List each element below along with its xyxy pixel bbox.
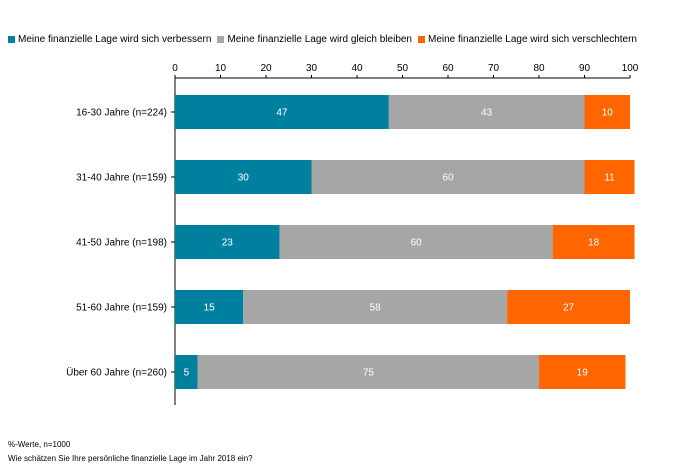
bar-segment	[175, 355, 198, 389]
legend-swatch-gleich	[217, 36, 225, 43]
data-label: 58	[370, 303, 382, 314]
bar-segment	[175, 225, 280, 259]
bar-segment	[388, 95, 585, 129]
bar-segment	[175, 95, 389, 129]
legend-label-verbessern: Meine finanzielle Lage wird sich verbess…	[18, 34, 212, 45]
x-tick-label: 100	[622, 63, 639, 74]
data-label: 11	[604, 173, 615, 184]
legend-label-gleich: Meine finanzielle Lage wird gleich bleib…	[227, 34, 412, 45]
data-label: 43	[481, 108, 493, 119]
x-tick-label: 40	[351, 63, 363, 74]
stacked-bar-chart: 0 10 20 30 40 50 60 70 80 90 100 16-30 Jahre (n=224…	[66, 63, 639, 405]
x-tick-label: 70	[488, 63, 500, 74]
x-tick-label: 50	[397, 63, 409, 74]
data-label: 27	[563, 303, 575, 314]
legend-label-verschlechtern: Meine finanzielle Lage wird sich verschl…	[428, 34, 637, 45]
category-label: 31-40 Jahre (n=159)	[76, 173, 167, 184]
bar-segment	[552, 225, 635, 259]
data-label: 30	[238, 173, 250, 184]
bar-segment	[243, 290, 508, 324]
bar-segment	[279, 225, 553, 259]
bar-segment	[584, 160, 635, 194]
x-tick-label: 10	[215, 63, 227, 74]
bar-segment	[175, 290, 244, 324]
legend-item-verschlechtern: Meine finanzielle Lage wird sich verschl…	[418, 34, 637, 45]
data-label: 18	[588, 238, 600, 249]
bar-segment	[175, 160, 312, 194]
bar-segment	[539, 355, 626, 389]
category-label: 16-30 Jahre (n=224)	[76, 108, 167, 119]
legend-item-verbessern: Meine finanzielle Lage wird sich verbess…	[8, 34, 211, 45]
data-label: 5	[184, 368, 190, 379]
category-label: 51-60 Jahre (n=159)	[76, 303, 167, 314]
footnote-values: %-Werte, n=1000	[8, 440, 71, 449]
x-tick-label: 80	[533, 63, 545, 74]
x-tick-label: 90	[579, 63, 591, 74]
bar-segment	[311, 160, 585, 194]
data-label: 19	[577, 368, 589, 379]
bar-segment	[584, 95, 630, 129]
bar-segment	[197, 355, 539, 389]
bar-segment	[507, 290, 630, 324]
x-tick-label: 60	[442, 63, 454, 74]
legend-item-gleich: Meine finanzielle Lage wird gleich bleib…	[217, 34, 412, 45]
data-label: 15	[204, 303, 216, 314]
x-tick-label: 20	[260, 63, 272, 74]
data-label: 60	[411, 238, 423, 249]
data-label: 75	[363, 368, 375, 379]
legend-swatch-verbessern	[8, 36, 15, 43]
x-tick-label: 0	[172, 63, 178, 74]
x-tick-label: 30	[306, 63, 318, 74]
category-label: 41-50 Jahre (n=198)	[76, 238, 167, 249]
legend-swatch-verschlechtern	[418, 36, 425, 43]
data-label: 60	[442, 173, 454, 184]
data-label: 47	[276, 108, 288, 119]
legend: Meine finanzielle Lage wird sich verbess…	[8, 34, 637, 45]
footnote-question: Wie schätzen Sie Ihre persönliche finanz…	[8, 454, 253, 463]
category-label: Über 60 Jahre (n=260)	[66, 367, 167, 379]
data-label: 10	[602, 108, 614, 119]
data-label: 23	[222, 238, 234, 249]
